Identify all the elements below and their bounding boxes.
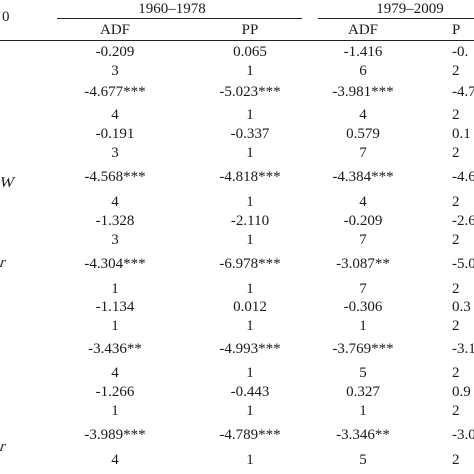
table-cell: -0.306 [343, 299, 383, 315]
header-rule-1960-1978 [57, 18, 302, 19]
header-rule-1979-2009 [318, 18, 474, 19]
table-cell: -0. [452, 44, 469, 60]
col-header-pp-1: PP [241, 22, 259, 38]
table-cell: -2.6 [452, 213, 474, 229]
table-cell: 3 [111, 145, 119, 161]
table-cell: 2 [452, 318, 460, 334]
table-cell: 1 [246, 452, 254, 468]
table-cell: 2 [452, 107, 460, 123]
table-cell: 0.065 [233, 44, 267, 60]
table-cell: 4 [111, 107, 119, 123]
table-cell: 0.012 [233, 299, 267, 315]
table-cell: -0.209 [95, 44, 135, 60]
table-cell: -4.993*** [219, 341, 281, 357]
table-cell: 4 [111, 452, 119, 468]
table-cell: 7 [359, 145, 367, 161]
table-cell: 2 [452, 281, 460, 297]
table-cell: 1 [246, 194, 254, 210]
table-cell: 3 [111, 63, 119, 79]
table-cell: 2 [452, 365, 460, 381]
table-cell: 1 [246, 403, 254, 419]
table-cell: -3.981*** [332, 84, 394, 100]
table-cell: -3.14 [452, 341, 474, 357]
table-cell: 1 [111, 281, 119, 297]
table-cell: -4.818*** [219, 169, 281, 185]
table-cell: 1 [111, 403, 119, 419]
table-cell: 7 [359, 232, 367, 248]
table-cell: -3.03 [452, 427, 474, 443]
table-cell: 2 [452, 232, 460, 248]
table-cell: -1.416 [343, 44, 383, 60]
table-cell: -3.769*** [332, 341, 394, 357]
table-cell: -4.568*** [84, 169, 146, 185]
header-bottom-rule [0, 40, 474, 41]
table-cell: 1 [246, 318, 254, 334]
table-cell: -1.134 [95, 299, 135, 315]
table-cell: -5.023*** [219, 84, 281, 100]
stub-label-2: r [0, 255, 9, 271]
table-cell: -0.209 [343, 213, 383, 229]
period-header-1960-1978: 1960–1978 [138, 1, 206, 17]
table-cell: 1 [246, 107, 254, 123]
table-cell: 0.3 [452, 299, 471, 315]
stub-label-1: W [0, 175, 16, 191]
table-cell: -4.384*** [332, 169, 394, 185]
stub-label-3: r [0, 439, 9, 455]
table-cell: 1 [246, 145, 254, 161]
table-cell: 1 [246, 365, 254, 381]
table-cell: -4.68 [452, 169, 474, 185]
table-cell: -3.989*** [84, 427, 146, 443]
period-header-1979-2009: 1979–2009 [376, 1, 444, 17]
col-header-adf-1: ADF [99, 22, 130, 38]
table-cell: 6 [359, 63, 367, 79]
table-cell: 1 [111, 318, 119, 334]
table-cell: -0.443 [230, 384, 270, 400]
table-cell: -2.110 [230, 213, 270, 229]
table-cell: 2 [452, 403, 460, 419]
table-cell: 1 [246, 281, 254, 297]
col-header-adf-2: ADF [347, 22, 378, 38]
table-cell: 5 [359, 452, 367, 468]
table-cell: -1.266 [95, 384, 135, 400]
table-cell: 0.1 [452, 126, 471, 142]
table-cell: 0.9 [452, 384, 471, 400]
table-cell: -3.087** [336, 256, 390, 272]
table-cell: 1 [359, 403, 367, 419]
table-cell: -4.304*** [84, 256, 146, 272]
table-cell: -0.191 [95, 126, 135, 142]
table-cell: 1 [359, 318, 367, 334]
table-cell: 4 [111, 194, 119, 210]
stub-header-label: 0 [2, 9, 10, 25]
table-cell: 2 [452, 452, 460, 468]
table-cell: 4 [359, 107, 367, 123]
table-cell: 2 [452, 145, 460, 161]
table-cell: -5.07 [452, 256, 474, 272]
table-cell: -4.789*** [219, 427, 281, 443]
table-cell: -0.337 [230, 126, 270, 142]
table-cell: 1 [246, 232, 254, 248]
table-cell: -6.978*** [219, 256, 281, 272]
table-cell: 5 [359, 365, 367, 381]
table-cell: 4 [111, 365, 119, 381]
table-cell: 7 [359, 281, 367, 297]
table-cell: -4.677*** [84, 84, 146, 100]
col-header-pp-2: P [452, 22, 461, 38]
table-cell: -3.346** [336, 427, 390, 443]
table-cell: 2 [452, 194, 460, 210]
table-cell: 0.327 [346, 384, 380, 400]
table-cell: 2 [452, 63, 460, 79]
table-cell: 0.579 [346, 126, 380, 142]
table-cell: -3.436** [88, 341, 142, 357]
table-cell: 1 [246, 63, 254, 79]
table-cell: -4.71 [452, 84, 474, 100]
table-cell: 3 [111, 232, 119, 248]
table-cell: -1.328 [95, 213, 135, 229]
table-cell: 4 [359, 194, 367, 210]
